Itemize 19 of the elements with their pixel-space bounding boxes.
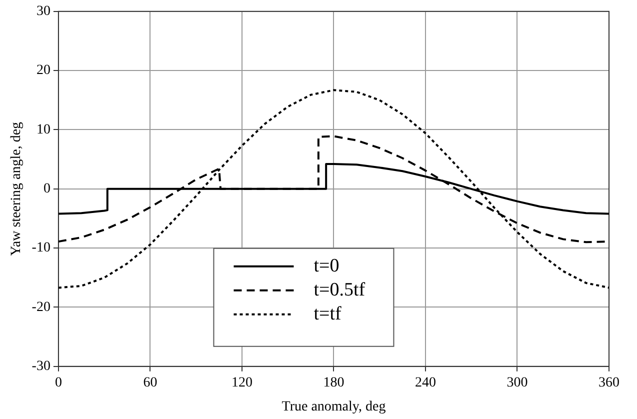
y-tick-label: -30 [32,359,50,374]
legend-label: t=0.5tf [314,279,366,300]
y-tick-label: 30 [36,4,50,20]
x-tick-label: 300 [506,375,528,390]
legend-label: t=0 [314,255,340,276]
y-tick-label: 0 [43,182,50,197]
y-tick-label: -20 [32,300,50,315]
x-tick-label: 60 [143,375,158,390]
x-tick-label: 180 [323,375,344,390]
y-tick-label: 20 [36,63,50,78]
legend-label: t=tf [314,303,342,324]
y-axis-title: Yaw steering angle, deg [9,122,24,256]
x-axis-title: True anomaly, deg [282,399,386,414]
y-tick-label: -10 [32,240,50,256]
y-tick-label: 10 [36,122,50,138]
x-tick-label: 240 [414,375,436,390]
x-tick-label: 360 [598,375,620,390]
x-tick-label: 120 [231,375,252,390]
x-tick-label: 0 [54,375,62,390]
